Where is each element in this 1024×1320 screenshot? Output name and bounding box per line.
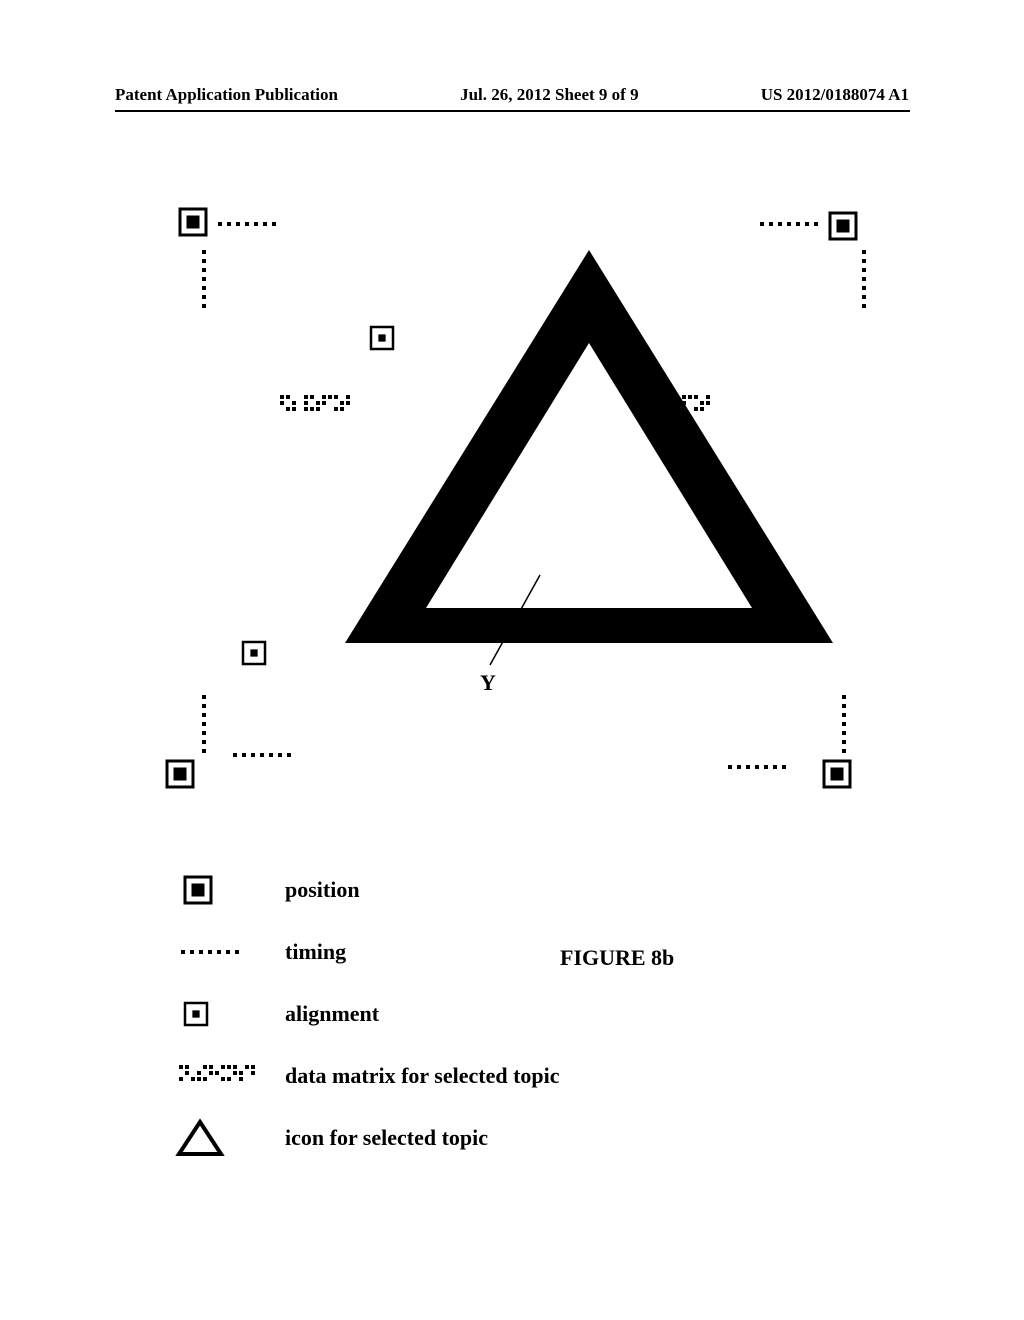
legend-symbol-datamatrix [175,1056,285,1096]
page-header: Patent Application Publication Jul. 26, … [0,85,1024,105]
position-marker [167,761,193,787]
legend-row: icon for selected topic [175,1118,875,1158]
legend: position timing alignment data matrix for s… [175,870,875,1180]
position-marker [185,877,211,903]
timing-marks [862,250,866,308]
legend-label: alignment [285,1001,379,1027]
legend-row: alignment [175,994,875,1034]
legend-symbol-triangle [175,1118,285,1158]
timing-marks [760,222,818,226]
legend-row: position [175,870,875,910]
timing-marks [181,950,239,954]
figure-area: Y [100,195,920,785]
legend-symbol-position [175,870,285,910]
page: Patent Application Publication Jul. 26, … [0,0,1024,1320]
position-marker [824,761,850,787]
timing-marks [728,765,786,769]
header-rule [115,110,910,112]
alignment-marker [185,1003,207,1025]
timing-marks [842,695,846,753]
timing-marks [233,753,291,757]
legend-symbol-timing [175,932,285,972]
header-right: US 2012/0188074 A1 [761,85,909,105]
datamatrix-marker [179,1065,255,1081]
legend-label: icon for selected topic [285,1125,488,1151]
timing-marks [218,222,276,226]
timing-marks [202,250,206,308]
position-marker [830,213,856,239]
position-marker [180,209,206,235]
legend-row: data matrix for selected topic [175,1056,875,1096]
legend-row: timing [175,932,875,972]
header-middle: Jul. 26, 2012 Sheet 9 of 9 [460,85,639,105]
figure-center-label: Y [480,670,496,696]
header-left: Patent Application Publication [115,85,338,105]
legend-label: data matrix for selected topic [285,1063,560,1089]
legend-label: position [285,877,360,903]
timing-marks [202,695,206,753]
figure-svg [100,195,920,795]
legend-label: timing [285,939,346,965]
legend-symbol-alignment [175,994,285,1034]
datamatrix-marker [280,395,350,411]
alignment-marker [243,642,265,664]
alignment-marker [371,327,393,349]
